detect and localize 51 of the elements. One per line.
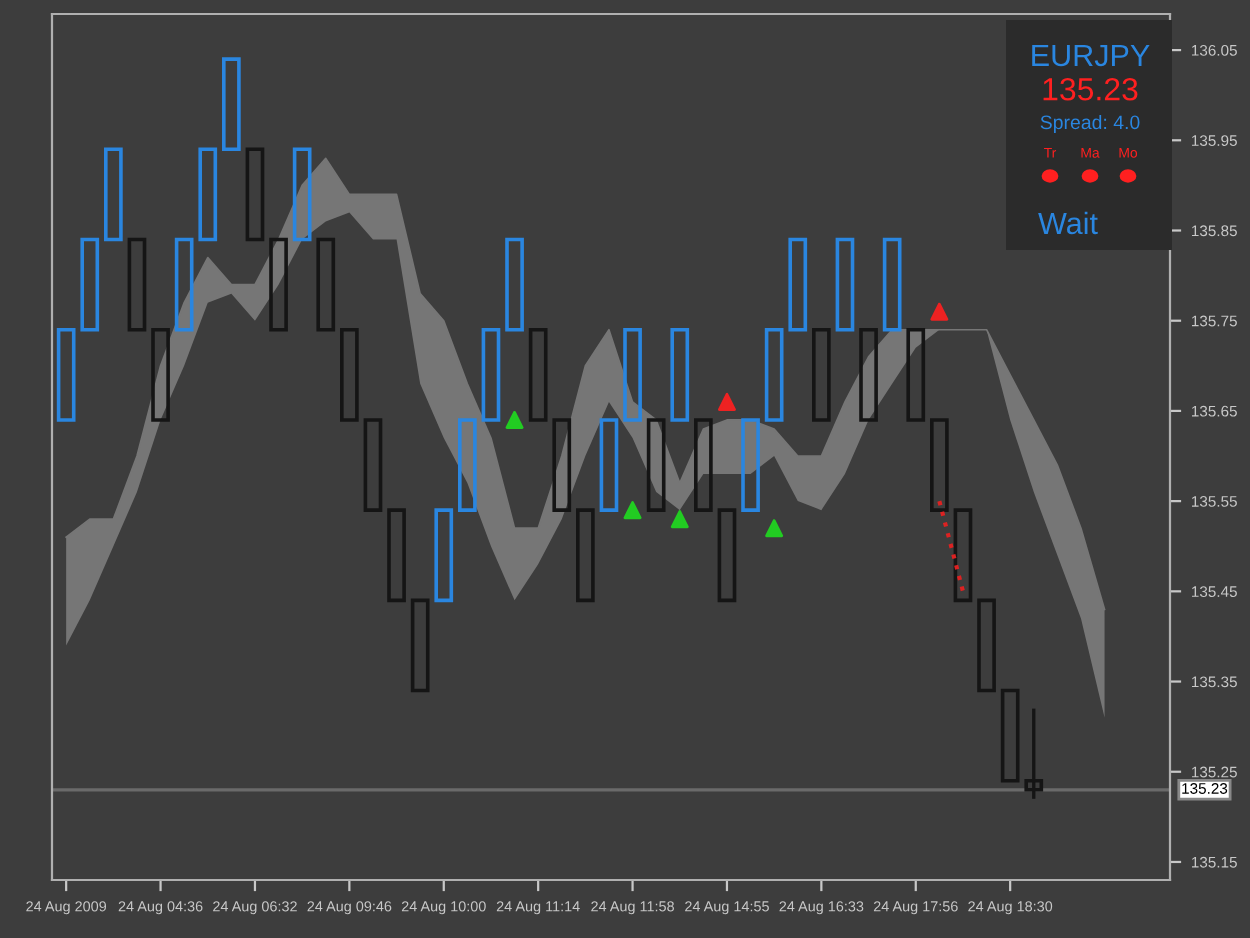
bar [316,237,336,332]
bar [269,237,288,332]
bar [741,418,760,512]
bar [882,237,902,332]
bar [80,237,100,332]
point [623,501,642,520]
bar [174,237,194,332]
bar [717,508,737,603]
bar [694,418,713,512]
bar [764,327,784,422]
bar [340,327,359,422]
bar [458,418,477,512]
point [765,519,784,538]
bar [245,147,265,242]
point [717,392,736,411]
bar [835,237,855,332]
bar [953,508,973,603]
bar [859,327,878,422]
bar [930,418,949,512]
annotation: Wait [1038,211,1098,235]
bar [977,598,996,693]
bar [292,147,312,242]
bar [552,418,572,512]
bar [481,327,501,422]
bar [127,237,147,332]
annotation: EURJPY [1032,44,1150,67]
bar [387,508,406,603]
bar [410,598,430,693]
bar [528,327,548,422]
annotation: 135.23 [1043,77,1138,101]
bar [788,237,808,332]
point [505,410,524,429]
bar [434,508,454,603]
bar [151,327,170,422]
bar [56,327,76,422]
bar [670,327,690,422]
bar [222,57,241,152]
annotation: Spread: 4.0 [1040,114,1140,134]
bar [646,418,666,512]
bar [363,418,383,512]
bar [576,508,595,603]
bar [812,327,831,422]
bar [599,418,619,512]
bar [1000,688,1020,783]
bar [104,147,123,242]
bar [906,327,926,422]
bar [623,327,642,422]
point [930,302,949,321]
bar [505,237,524,332]
bar [198,147,218,242]
point [670,510,689,529]
